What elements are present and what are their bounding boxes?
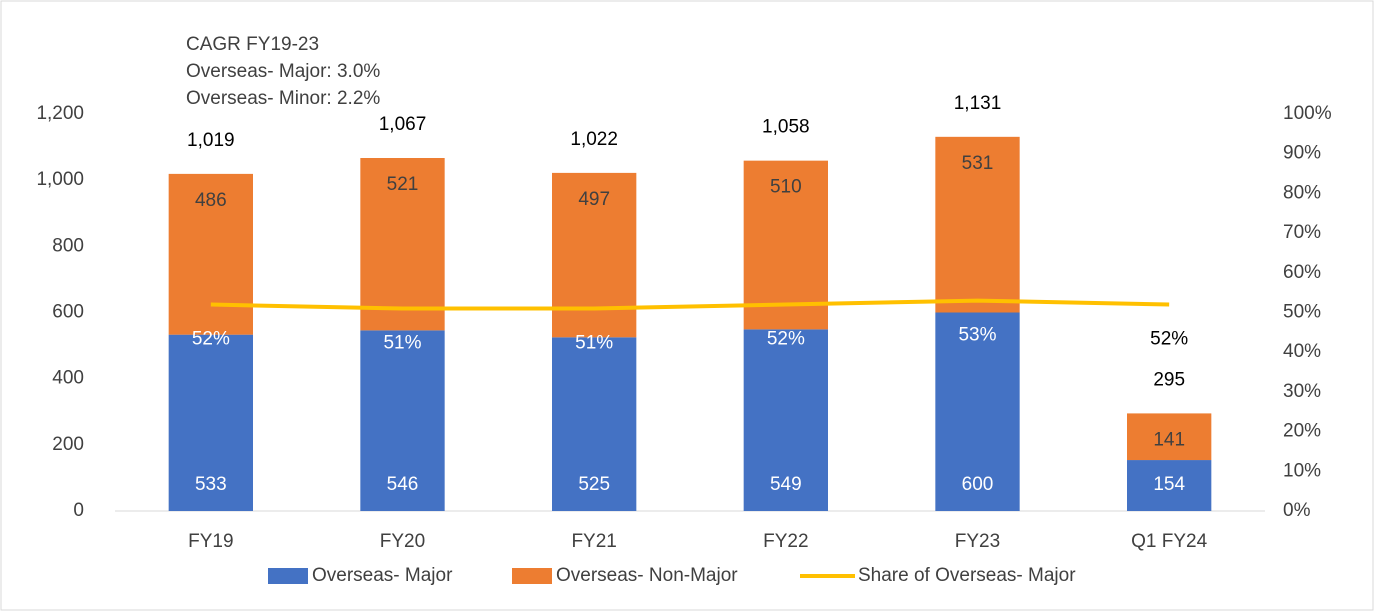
bar-segment <box>168 173 253 335</box>
y2-tick-label: 70% <box>1283 222 1321 243</box>
x-tick-label: Q1 FY24 <box>1131 531 1207 552</box>
total-label: 1,067 <box>379 114 427 135</box>
annotation: CAGR FY19-23 <box>186 34 319 55</box>
total-label: 1,131 <box>954 93 1002 114</box>
y-tick-label: 800 <box>52 235 84 256</box>
y2-tick-label: 40% <box>1283 341 1321 362</box>
bar-segment <box>935 312 1020 511</box>
y2-tick-label: 100% <box>1283 103 1332 124</box>
y2-tick-label: 20% <box>1283 421 1321 442</box>
share-label: 52% <box>1150 329 1188 350</box>
data-label: 600 <box>962 474 994 495</box>
share-label: 51% <box>575 333 613 354</box>
data-label: 497 <box>578 189 610 210</box>
legend-label: Overseas- Non-Major <box>556 565 738 586</box>
data-label: 521 <box>387 174 419 195</box>
bar-segment <box>935 136 1020 313</box>
x-tick-label: FY19 <box>188 531 233 552</box>
x-tick-label: FY22 <box>763 531 808 552</box>
data-label: 546 <box>387 474 419 495</box>
legend-swatch <box>512 568 552 584</box>
y2-tick-label: 30% <box>1283 381 1321 402</box>
data-label: 549 <box>770 474 802 495</box>
share-label: 51% <box>383 333 421 354</box>
y-tick-label: 600 <box>52 302 84 323</box>
data-label: 154 <box>1153 474 1185 495</box>
total-label: 1,019 <box>187 130 235 151</box>
bar-segment <box>743 160 828 330</box>
y2-tick-label: 10% <box>1283 460 1321 481</box>
y-tick-label: 1,200 <box>36 103 84 124</box>
share-line <box>210 298 1170 311</box>
legend-swatch <box>268 568 308 584</box>
data-label: 533 <box>195 474 227 495</box>
y2-tick-label: 60% <box>1283 262 1321 283</box>
data-label: 525 <box>578 474 610 495</box>
data-label: 141 <box>1153 429 1185 450</box>
y2-tick-label: 90% <box>1283 143 1321 164</box>
x-tick-label: FY21 <box>571 531 616 552</box>
bar-segment <box>168 334 253 511</box>
legend-label: Share of Overseas- Major <box>858 565 1076 586</box>
y-tick-label: 400 <box>52 368 84 389</box>
bar-segment <box>1127 413 1212 461</box>
annotation: Overseas- Minor: 2.2% <box>186 88 380 109</box>
y-tick-label: 0 <box>73 500 84 521</box>
y-tick-label: 1,000 <box>36 169 84 190</box>
y-tick-label: 200 <box>52 434 84 455</box>
share-label: 52% <box>767 329 805 350</box>
data-label: 531 <box>962 153 994 174</box>
data-label: 510 <box>770 177 802 198</box>
bar-segment <box>1127 460 1212 511</box>
legend-label: Overseas- Major <box>312 565 453 586</box>
total-label: 295 <box>1153 369 1185 390</box>
data-label: 486 <box>195 190 227 211</box>
y2-tick-label: 50% <box>1283 302 1321 323</box>
y2-tick-label: 0% <box>1283 500 1311 521</box>
bar-segment <box>552 337 637 511</box>
bar-segment <box>360 158 445 331</box>
x-tick-label: FY20 <box>380 531 425 552</box>
bar-segment <box>360 330 445 511</box>
annotation: Overseas- Major: 3.0% <box>186 61 380 82</box>
bar-segment <box>743 329 828 511</box>
y2-tick-label: 80% <box>1283 182 1321 203</box>
share-label: 52% <box>192 329 230 350</box>
share-label: 53% <box>958 325 996 346</box>
total-label: 1,058 <box>762 117 810 138</box>
x-tick-label: FY23 <box>955 531 1000 552</box>
total-label: 1,022 <box>570 129 618 150</box>
